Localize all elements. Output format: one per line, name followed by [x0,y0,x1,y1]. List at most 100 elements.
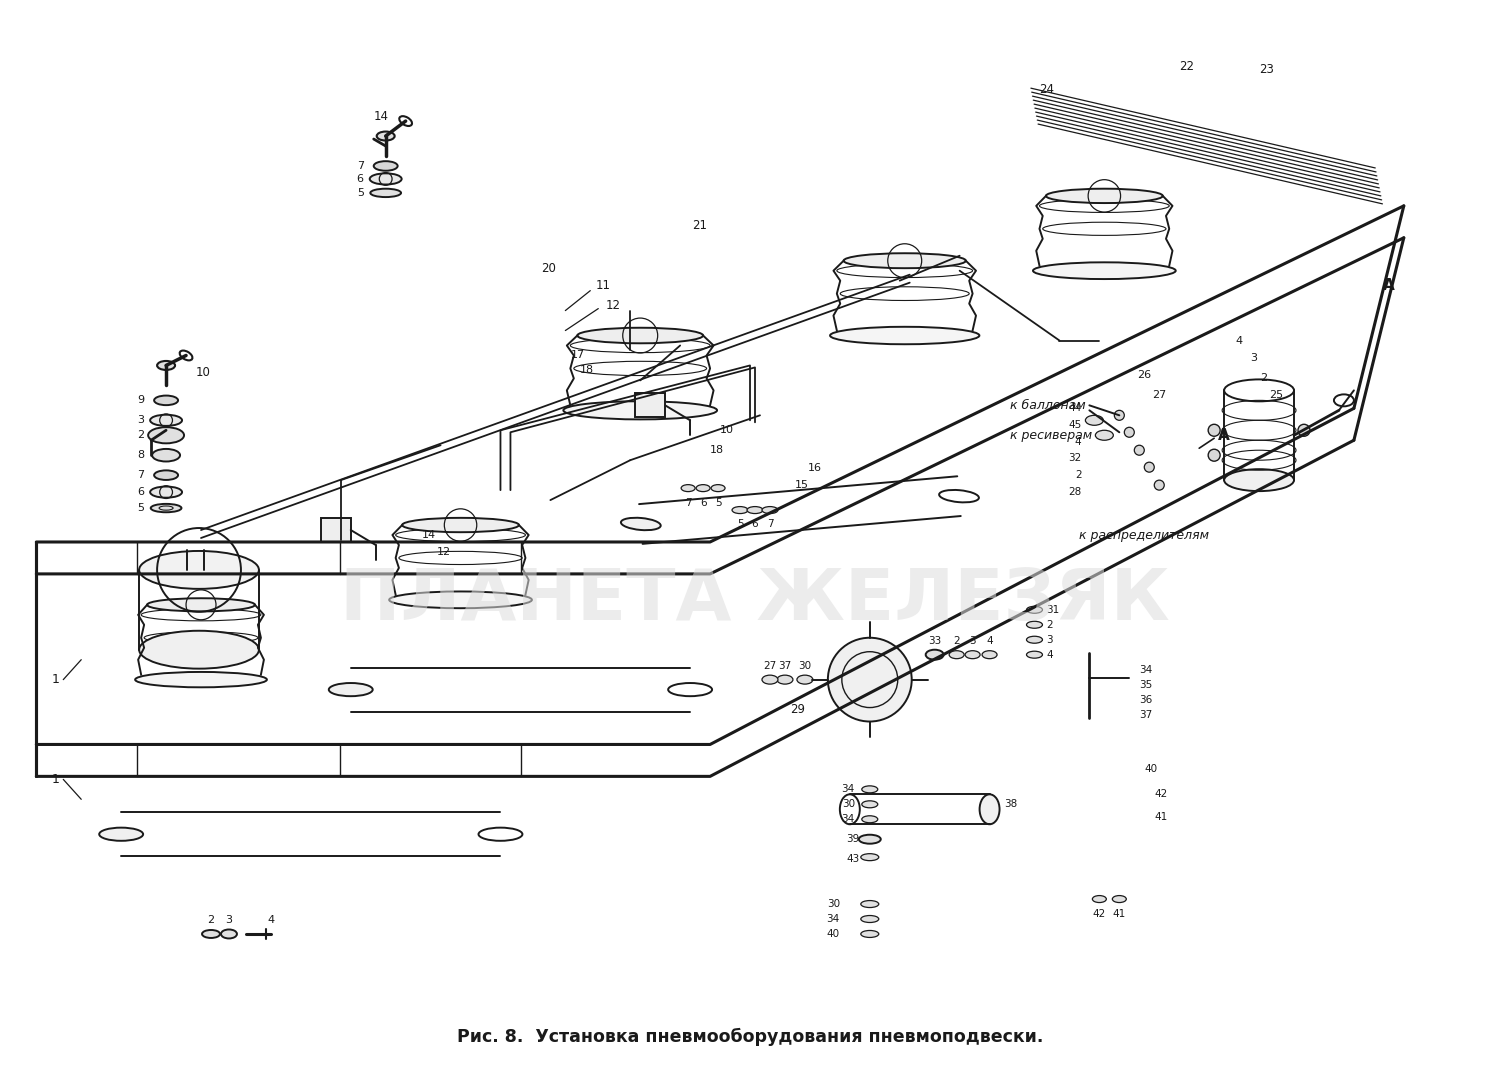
Text: 44: 44 [1068,403,1082,414]
Text: 36: 36 [1139,695,1153,704]
Text: 28: 28 [1068,487,1082,497]
Ellipse shape [370,174,401,184]
Ellipse shape [139,630,260,669]
Text: 27: 27 [1153,390,1166,400]
Text: 2: 2 [207,915,214,925]
Text: 21: 21 [693,220,708,233]
Ellipse shape [152,449,180,461]
Text: 3: 3 [1251,354,1257,363]
Ellipse shape [830,327,979,344]
Ellipse shape [860,930,878,937]
Text: 5: 5 [137,503,145,513]
Text: 25: 25 [1269,390,1283,400]
Text: 37: 37 [779,660,792,671]
Ellipse shape [862,816,878,822]
Ellipse shape [377,132,395,140]
Ellipse shape [762,675,779,684]
Text: 12: 12 [605,299,620,312]
Text: 12: 12 [436,547,451,557]
Text: 6: 6 [751,519,759,528]
Text: A: A [1218,428,1230,443]
Ellipse shape [1112,895,1126,903]
Text: 10: 10 [196,366,211,378]
Ellipse shape [620,518,661,531]
Text: 24: 24 [1040,83,1055,95]
Text: 18: 18 [711,445,724,456]
Bar [321,518,350,542]
Text: 23: 23 [1259,63,1274,76]
Ellipse shape [979,794,999,824]
Ellipse shape [563,401,717,419]
Text: 30: 30 [798,660,812,671]
Ellipse shape [982,651,997,658]
Circle shape [1124,428,1135,437]
Text: 3: 3 [225,915,232,925]
Ellipse shape [860,900,878,908]
Ellipse shape [762,507,779,513]
Ellipse shape [149,415,183,426]
Text: 5: 5 [356,188,364,198]
Text: 3: 3 [137,415,145,426]
Text: 11: 11 [595,279,610,293]
Text: 3: 3 [969,636,976,645]
Ellipse shape [925,650,943,659]
Ellipse shape [202,930,220,938]
Ellipse shape [1093,895,1106,903]
Text: 31: 31 [1046,605,1059,615]
Text: 29: 29 [789,703,804,716]
Ellipse shape [862,801,878,808]
Ellipse shape [149,487,183,497]
Text: 9: 9 [137,396,145,405]
Circle shape [1135,445,1144,456]
Circle shape [1298,425,1310,436]
Text: 41: 41 [1154,813,1168,822]
Text: 4: 4 [267,915,275,925]
Circle shape [1144,462,1154,472]
Text: 40: 40 [827,929,841,939]
Ellipse shape [862,786,878,793]
Ellipse shape [1026,622,1043,628]
Text: 5: 5 [736,519,744,528]
Text: 41: 41 [1112,909,1126,919]
Ellipse shape [146,598,255,611]
Text: 20: 20 [540,263,555,276]
Text: ПЛАНЕТА ЖЕЛЕЗЯК: ПЛАНЕТА ЖЕЛЕЗЯК [340,566,1169,635]
Text: 17: 17 [570,351,584,360]
Text: 15: 15 [795,480,809,490]
Text: 1: 1 [51,673,59,686]
Ellipse shape [1096,430,1114,441]
Text: 22: 22 [1179,60,1194,73]
Ellipse shape [220,929,237,938]
Ellipse shape [157,361,175,370]
Text: 7: 7 [356,161,364,170]
Ellipse shape [1026,651,1043,658]
Ellipse shape [1034,263,1176,279]
Text: 32: 32 [1068,453,1082,463]
Ellipse shape [844,253,966,268]
Ellipse shape [148,427,184,444]
Text: 14: 14 [373,109,388,122]
Text: 27: 27 [764,660,777,671]
Ellipse shape [100,828,143,840]
Text: 35: 35 [1139,680,1153,689]
Text: 33: 33 [928,636,942,645]
Ellipse shape [154,396,178,405]
Text: 2: 2 [954,636,960,645]
Text: A: A [1382,278,1394,293]
Text: 16: 16 [807,463,822,473]
Circle shape [1154,480,1165,490]
Text: к ресиверам: к ресиверам [1010,429,1091,442]
Text: 5: 5 [715,498,721,508]
Text: 7: 7 [137,471,145,480]
Text: 34: 34 [1139,665,1153,674]
Ellipse shape [696,485,711,492]
Text: 6: 6 [137,487,145,497]
Ellipse shape [403,518,519,532]
Text: 4: 4 [1074,437,1082,447]
Ellipse shape [374,161,398,170]
Text: 43: 43 [847,854,860,864]
Text: 6: 6 [356,174,364,184]
Ellipse shape [370,189,401,197]
Text: 7: 7 [685,498,691,508]
Ellipse shape [1026,637,1043,643]
